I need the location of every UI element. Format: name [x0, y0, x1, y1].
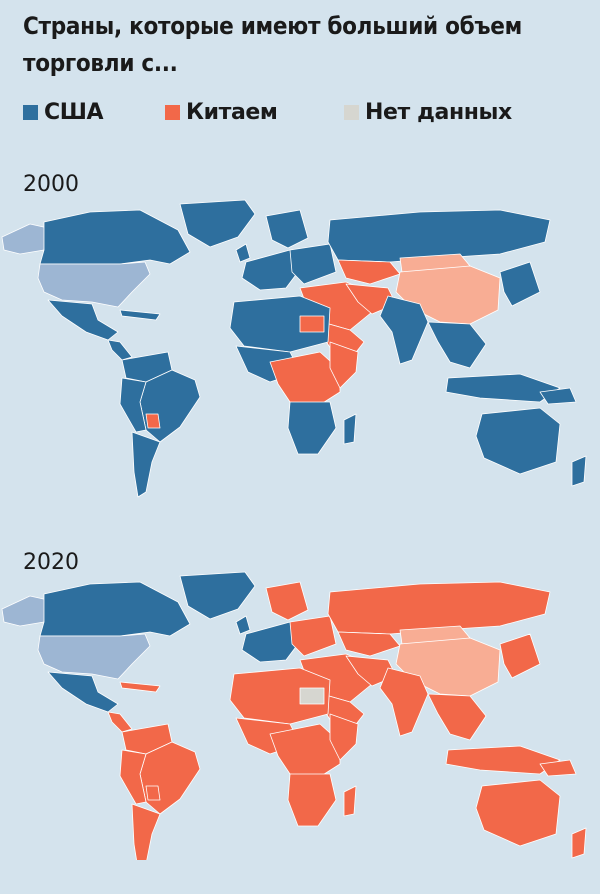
region-madagascar [343, 785, 357, 817]
region-east-europe [289, 615, 337, 657]
region-india [379, 667, 429, 737]
region-indonesia [445, 373, 561, 403]
region-scandinavia [265, 209, 309, 249]
region-kazakh-cas [337, 631, 401, 657]
region-alaska [1, 595, 49, 627]
region-scandinavia [265, 581, 309, 621]
map-year-2020: 2020 [23, 550, 79, 575]
region-russia [327, 209, 551, 263]
region-uk-ireland [235, 615, 251, 635]
world-map-2000-svg [1, 199, 587, 498]
legend-swatch-china [165, 105, 180, 120]
region-india [379, 295, 429, 365]
region-sahel [299, 315, 325, 333]
region-s-africa [287, 401, 337, 455]
region-canada [39, 209, 191, 265]
region-paraguay [145, 785, 161, 801]
region-arg-chile [131, 431, 161, 498]
region-new-zealand [571, 827, 587, 859]
region-west-europe [241, 621, 299, 663]
region-east-europe [289, 243, 337, 285]
region-se-asia [427, 321, 487, 369]
region-greenland [179, 571, 256, 620]
region-usa [37, 261, 151, 308]
region-paraguay [145, 413, 161, 429]
region-west-europe [241, 249, 299, 291]
region-se-asia [427, 693, 487, 741]
region-caribbean [119, 681, 161, 693]
world-map-2000 [0, 192, 600, 507]
legend-label-no-data: Нет данных [365, 100, 512, 125]
region-russia [327, 581, 551, 635]
region-korea-japan [499, 261, 541, 307]
legend-label-usa: США [44, 100, 104, 125]
legend-item-usa: США [23, 100, 104, 125]
map-year-2000: 2000 [23, 172, 79, 197]
region-arg-chile [131, 803, 161, 860]
legend-swatch-no-data [344, 105, 359, 120]
region-mexico [47, 671, 119, 713]
legend: США Китаем Нет данных [0, 100, 600, 128]
region-c-africa [269, 351, 341, 407]
legend-item-china: Китаем [165, 100, 278, 125]
region-n-africa [229, 667, 331, 725]
region-e-africa [329, 713, 359, 761]
region-peru-bol [119, 749, 147, 805]
region-central-am [107, 711, 133, 733]
world-map-2020 [0, 570, 600, 860]
region-australia [475, 407, 561, 475]
region-madagascar [343, 413, 357, 445]
legend-item-no-data: Нет данных [344, 100, 512, 125]
region-australia [475, 779, 561, 847]
region-brazil [139, 741, 201, 815]
region-brazil [139, 369, 201, 443]
region-kazakh-cas [337, 259, 401, 285]
world-map-2020-svg [1, 571, 587, 860]
region-korea-japan [499, 633, 541, 679]
region-s-africa [287, 773, 337, 827]
region-peru-bol [119, 377, 147, 433]
region-c-africa [269, 723, 341, 779]
region-indonesia [445, 745, 561, 775]
region-central-am [107, 339, 133, 361]
region-sahel [299, 687, 325, 705]
region-alaska [1, 223, 49, 255]
region-mexico [47, 299, 119, 341]
region-canada [39, 581, 191, 637]
region-usa [37, 633, 151, 680]
region-png [539, 759, 577, 777]
region-n-africa [229, 295, 331, 353]
legend-swatch-usa [23, 105, 38, 120]
region-new-zealand [571, 455, 587, 487]
region-uk-ireland [235, 243, 251, 263]
legend-label-china: Китаем [186, 100, 278, 125]
region-e-africa [329, 341, 359, 389]
page-title: Страны, которые имеют больший объем торг… [23, 12, 523, 77]
region-png [539, 387, 577, 405]
region-caribbean [119, 309, 161, 321]
region-greenland [179, 199, 256, 248]
